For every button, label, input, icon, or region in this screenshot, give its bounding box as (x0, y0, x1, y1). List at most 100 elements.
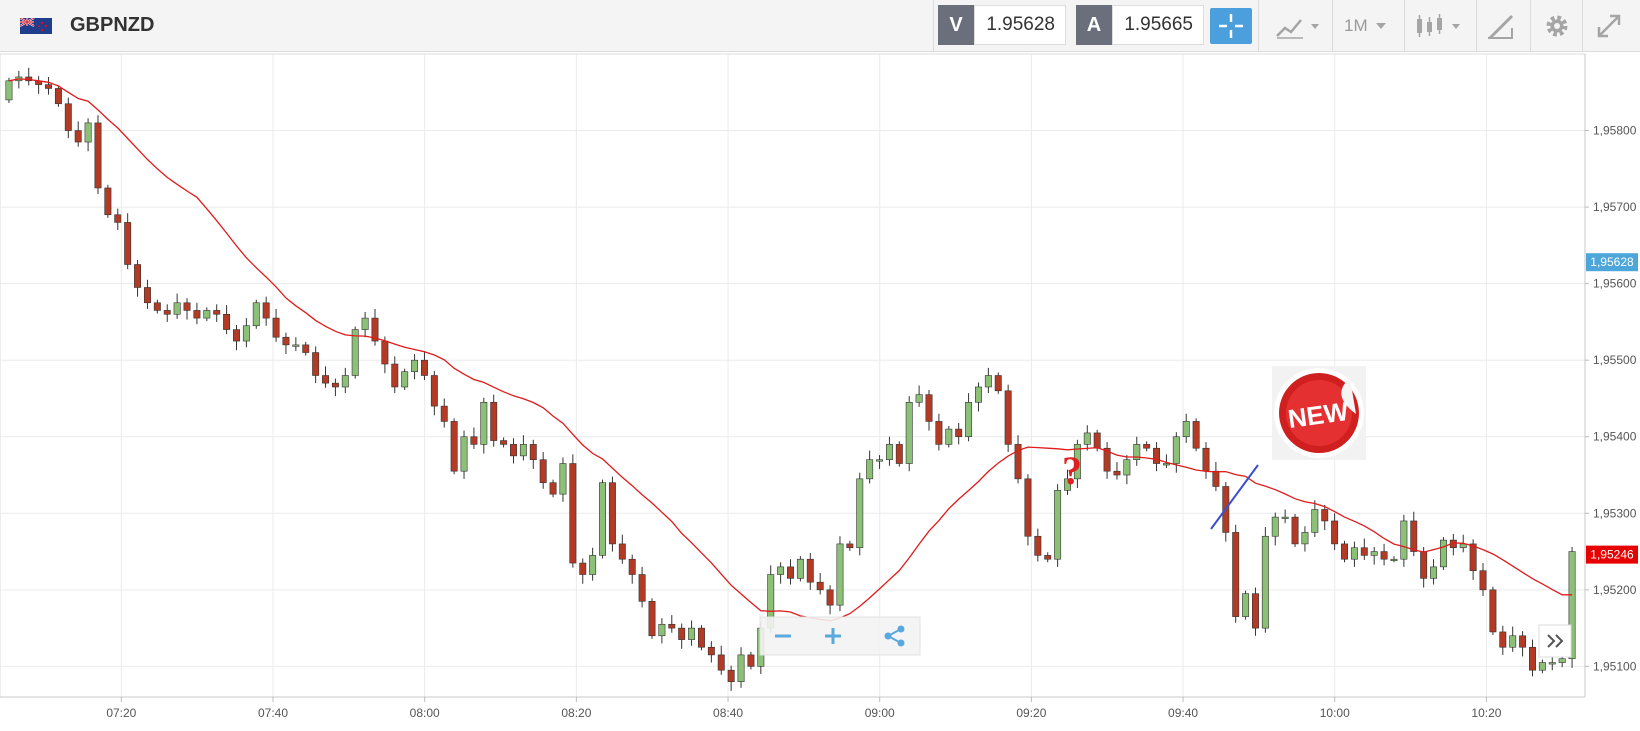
bullish-candle-body (242, 325, 250, 342)
trend-line-annotation (1210, 464, 1259, 530)
bearish-candle-body (1004, 390, 1012, 445)
bearish-candle-body (470, 436, 478, 445)
bullish-candle-body (777, 566, 785, 575)
bullish-candle-body (1162, 463, 1170, 466)
bullish-candle-body (1073, 444, 1081, 480)
bearish-candle-body (1044, 555, 1052, 560)
share-icon[interactable] (884, 625, 905, 647)
zoom-in-button[interactable] (825, 628, 841, 644)
candle (806, 553, 814, 590)
candle (1568, 546, 1576, 668)
bullish-candle-body (1439, 539, 1447, 568)
bearish-candle-body (430, 375, 438, 407)
bearish-candle-body (54, 88, 62, 105)
candle (945, 426, 953, 448)
drawing-tools-button[interactable] (1484, 10, 1520, 42)
bearish-candle-body (1232, 532, 1240, 617)
bullish-candle-body (1390, 558, 1398, 562)
candle (341, 367, 349, 394)
bearish-candle-body (391, 363, 399, 388)
bearish-candle-body (1519, 635, 1527, 648)
bullish-candle-body (1182, 421, 1190, 438)
candle (648, 598, 656, 639)
bullish-candle-body (1261, 535, 1269, 629)
buy-button[interactable]: A (1076, 5, 1112, 45)
bearish-candle-body (747, 654, 755, 667)
x-tick-label: 07:20 (106, 706, 136, 720)
candle (638, 566, 646, 608)
bullish-candle-body (836, 543, 844, 606)
candle (1103, 442, 1111, 479)
bearish-candle-body (668, 623, 676, 629)
instrument-symbol[interactable]: GBPNZD (70, 14, 155, 36)
bearish-candle-body (1103, 447, 1111, 472)
bearish-candle-body (124, 222, 132, 265)
candle (608, 476, 616, 552)
toolbar-divider (1530, 0, 1531, 52)
bullish-candle-body (1538, 662, 1546, 671)
candle (1489, 586, 1497, 635)
bullish-candle-body (401, 371, 409, 388)
fullscreen-button[interactable] (1592, 10, 1626, 42)
candle (1064, 469, 1071, 495)
expand-icon (1597, 14, 1621, 38)
buy-price[interactable]: 1.95665 (1112, 5, 1204, 45)
bearish-candle-body (163, 310, 171, 315)
bullish-candle-body (1568, 551, 1576, 660)
candle (134, 259, 142, 297)
bearish-candle-body (648, 601, 656, 637)
settings-button[interactable] (1540, 10, 1574, 42)
candle (64, 97, 72, 139)
bullish-candle-body (1350, 547, 1358, 560)
candle (678, 623, 686, 649)
bearish-candle-body (638, 574, 646, 602)
candle (1133, 436, 1141, 466)
candle (1410, 511, 1418, 557)
chart-type-button[interactable] (1275, 10, 1323, 42)
candle (1182, 413, 1190, 443)
current-price-label: 1,95628 (1590, 255, 1634, 269)
bullish-candle-body (1430, 566, 1438, 579)
candle (856, 472, 864, 556)
candle (1341, 540, 1348, 563)
bearish-candle-body (697, 627, 705, 648)
candle (737, 647, 745, 688)
x-tick-label: 08:40 (713, 706, 743, 720)
crosshair-button[interactable] (1210, 8, 1252, 44)
candle (1311, 500, 1319, 538)
bearish-candle-body (134, 264, 142, 288)
bullish-candle-body (5, 80, 13, 101)
candle (510, 438, 517, 464)
bearish-candle-body (500, 440, 508, 445)
bullish-candle-body (84, 122, 92, 143)
bearish-candle-body (707, 646, 715, 656)
bearish-candle-body (1014, 444, 1022, 480)
bearish-candle-body (787, 566, 794, 579)
candle (1420, 546, 1428, 588)
x-tick-label: 09:00 (865, 706, 895, 720)
sell-price[interactable]: 1.95628 (974, 5, 1066, 45)
x-tick-label: 10:20 (1471, 706, 1501, 720)
bearish-candle-body (104, 187, 112, 216)
candle (846, 540, 854, 551)
candle (599, 479, 606, 559)
candle-style-button[interactable] (1414, 10, 1466, 42)
scroll-to-latest-button[interactable] (1538, 624, 1572, 658)
candles (5, 67, 1576, 691)
candle (153, 299, 161, 314)
candle (1529, 639, 1536, 677)
bearish-candle-body (1202, 447, 1210, 472)
bullish-candle-body (173, 302, 181, 315)
bullish-candle-body (1400, 520, 1408, 560)
sell-button[interactable]: V (938, 5, 974, 45)
candle (688, 620, 696, 646)
bearish-candle-body (1291, 516, 1299, 545)
bullish-candle-body (519, 444, 527, 457)
bearish-candle-body (381, 340, 389, 365)
candle (589, 547, 597, 581)
toolbar-divider (1258, 0, 1259, 52)
candle (282, 332, 290, 355)
timeframe-dropdown[interactable]: 1M (1344, 10, 1396, 42)
y-tick-label: 1,95800 (1593, 124, 1637, 138)
